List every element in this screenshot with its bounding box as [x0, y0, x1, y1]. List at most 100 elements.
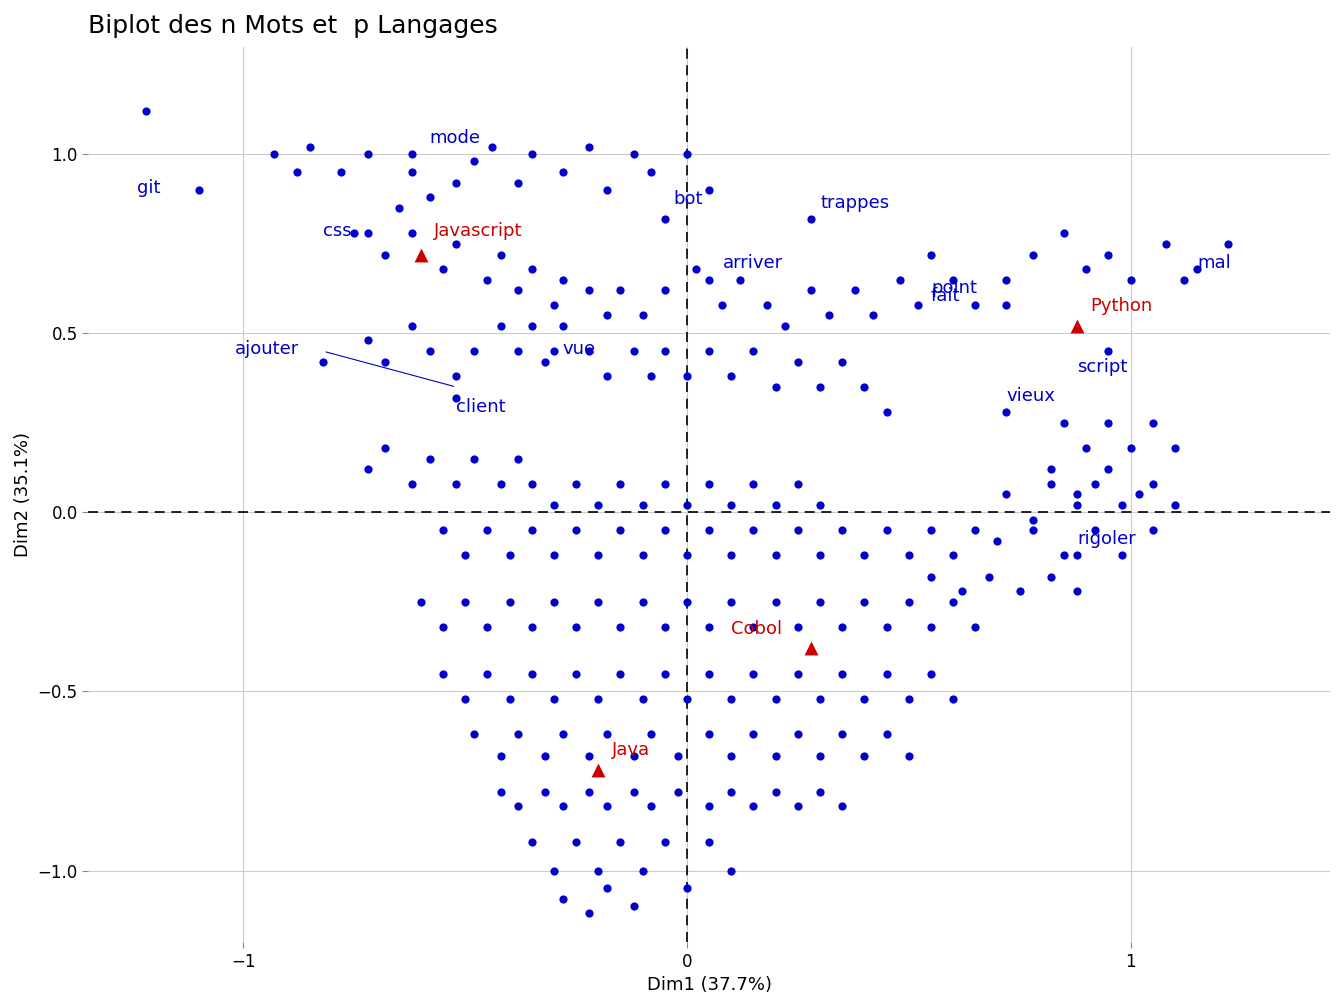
- Point: [1009, 583, 1031, 599]
- Point: [996, 404, 1017, 420]
- Point: [587, 863, 609, 879]
- Point: [765, 594, 786, 610]
- X-axis label: Dim1 (37.7%): Dim1 (37.7%): [646, 976, 771, 994]
- Point: [464, 153, 485, 169]
- Text: Cobol: Cobol: [731, 620, 782, 638]
- Point: [521, 319, 543, 335]
- Point: [521, 261, 543, 277]
- Point: [632, 594, 653, 610]
- Point: [1085, 522, 1106, 538]
- Point: [624, 748, 645, 764]
- Point: [898, 594, 919, 610]
- Point: [312, 354, 333, 370]
- Point: [508, 343, 530, 359]
- Point: [876, 404, 898, 420]
- Point: [699, 343, 720, 359]
- Point: [699, 727, 720, 743]
- Text: Java: Java: [612, 742, 649, 759]
- Point: [419, 343, 441, 359]
- Point: [832, 522, 853, 538]
- Point: [655, 282, 676, 298]
- Point: [788, 476, 809, 492]
- Text: vieux: vieux: [1007, 387, 1055, 405]
- Point: [1218, 236, 1239, 252]
- Point: [499, 547, 520, 563]
- Point: [765, 547, 786, 563]
- Point: [445, 236, 466, 252]
- Point: [676, 690, 698, 707]
- Point: [788, 354, 809, 370]
- Point: [898, 748, 919, 764]
- Point: [632, 690, 653, 707]
- Point: [788, 727, 809, 743]
- Point: [286, 164, 308, 180]
- Point: [757, 296, 778, 312]
- Point: [477, 619, 499, 635]
- Point: [921, 665, 942, 681]
- Text: point: point: [931, 279, 977, 297]
- Point: [1120, 271, 1141, 287]
- Point: [579, 139, 601, 155]
- Point: [521, 834, 543, 850]
- Point: [788, 665, 809, 681]
- Point: [832, 727, 853, 743]
- Point: [676, 146, 698, 162]
- Point: [1075, 439, 1097, 456]
- Point: [624, 343, 645, 359]
- Point: [1023, 511, 1044, 527]
- Point: [587, 690, 609, 707]
- Point: [188, 182, 210, 199]
- Point: [1142, 476, 1164, 492]
- Point: [543, 497, 564, 513]
- Point: [809, 783, 831, 799]
- Point: [508, 451, 530, 467]
- Text: script: script: [1078, 358, 1128, 376]
- Point: [1040, 462, 1062, 478]
- Point: [566, 834, 587, 850]
- Point: [454, 547, 476, 563]
- Point: [375, 246, 396, 262]
- Point: [942, 271, 964, 287]
- Point: [1023, 522, 1044, 538]
- Point: [668, 748, 689, 764]
- Point: [641, 164, 663, 180]
- Point: [699, 619, 720, 635]
- Point: [610, 282, 632, 298]
- Point: [552, 319, 574, 335]
- Point: [579, 282, 601, 298]
- Point: [587, 594, 609, 610]
- Point: [401, 225, 422, 241]
- Point: [809, 690, 831, 707]
- Point: [809, 497, 831, 513]
- Point: [720, 783, 742, 799]
- Y-axis label: Dim2 (35.1%): Dim2 (35.1%): [13, 432, 32, 557]
- Point: [907, 296, 929, 312]
- Point: [1156, 236, 1177, 252]
- Point: [521, 146, 543, 162]
- Point: [863, 307, 884, 324]
- Point: [521, 522, 543, 538]
- Point: [610, 522, 632, 538]
- Point: [996, 271, 1017, 287]
- Point: [356, 146, 378, 162]
- Point: [1187, 261, 1208, 277]
- Point: [832, 619, 853, 635]
- Point: [508, 282, 530, 298]
- Point: [489, 476, 511, 492]
- Point: [1164, 497, 1185, 513]
- Point: [1098, 462, 1120, 478]
- Point: [632, 307, 653, 324]
- Point: [597, 727, 618, 743]
- Point: [1067, 319, 1089, 335]
- Point: [641, 368, 663, 384]
- Point: [853, 594, 875, 610]
- Point: [809, 748, 831, 764]
- Point: [454, 690, 476, 707]
- Point: [344, 225, 366, 241]
- Point: [1085, 476, 1106, 492]
- Point: [1142, 414, 1164, 430]
- Point: [921, 569, 942, 585]
- Point: [566, 619, 587, 635]
- Point: [1164, 439, 1185, 456]
- Point: [632, 547, 653, 563]
